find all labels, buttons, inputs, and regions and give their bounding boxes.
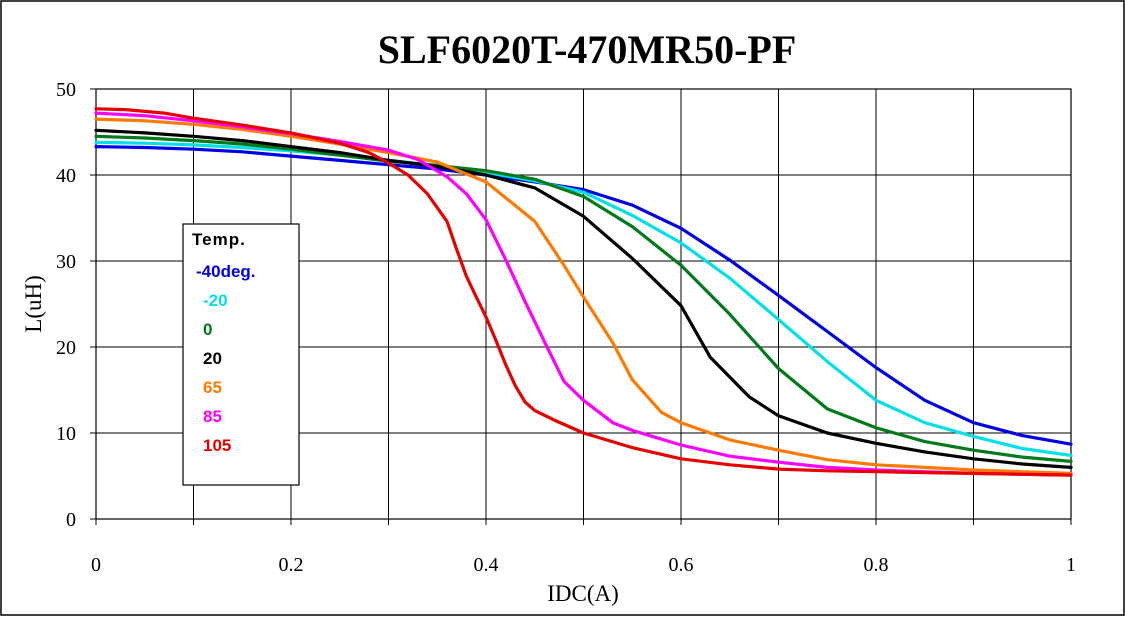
legend-box [182,223,300,486]
y-tick-label: 20 [56,337,76,359]
legend-entry: -40deg. [196,262,256,281]
y-tick-label: 0 [66,509,76,531]
series-lines [94,107,1073,477]
y-tick-label: 50 [56,79,76,101]
legend: Temp. -40deg. -20 0 20 65 85 105 [182,223,300,486]
series-line [94,117,1073,475]
series-line [94,140,1073,457]
legend-entry: 0 [203,320,212,339]
series-line [94,134,1073,463]
legend-entry: 65 [203,378,222,397]
legend-entry: -20 [203,291,228,310]
legend-entry: 85 [203,407,222,426]
series-line [94,128,1073,469]
legend-entry: 20 [203,349,222,368]
legend-title: Temp. [192,230,246,249]
legend-entry: 105 [203,436,231,455]
y-tick-label: 30 [56,251,76,273]
x-axis-ticks: 0 0.2 0.4 0.6 0.8 1 [91,519,1076,576]
x-tick-label: 0.2 [279,554,304,576]
x-tick-label: 0 [91,554,101,576]
y-tick-label: 10 [56,423,76,445]
x-tick-label: 0.8 [864,554,889,576]
x-tick-label: 0.6 [669,554,694,576]
y-axis-ticks: 0 10 20 30 40 50 [56,79,96,531]
y-axis-label: L(uH) [21,275,46,332]
x-tick-label: 0.4 [474,554,499,576]
series-line [94,107,1073,477]
chart-title: SLF6020T-470MR50-PF [378,27,797,72]
x-tick-label: 1 [1066,554,1076,576]
y-tick-label: 40 [56,165,76,187]
series-line [94,145,1073,446]
x-axis-label: IDC(A) [547,581,619,606]
